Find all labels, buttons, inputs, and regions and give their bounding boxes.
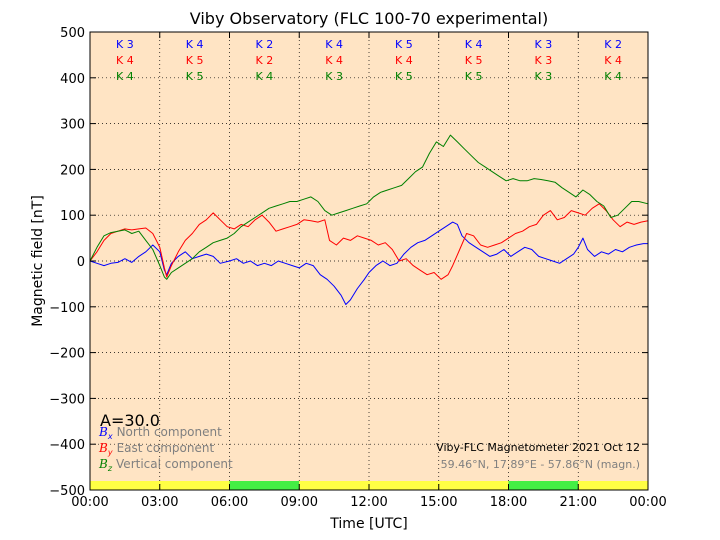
k-index-1-2: K 2 (256, 54, 274, 67)
y-tick-label-4: 100 (60, 209, 85, 224)
activity-segment-1 (229, 481, 300, 490)
k-index-1-1: K 5 (186, 54, 204, 67)
activity-segment-2 (299, 481, 509, 490)
k-index-0-0: K 3 (116, 38, 134, 51)
k-index-0-5: K 4 (465, 38, 483, 51)
k-index-1-7: K 4 (604, 54, 622, 67)
y-tick-label-6: −100 (49, 301, 85, 316)
k-index-2-3: K 3 (325, 70, 343, 83)
info-location: 59.46°N, 17.89°E - 57.86°N (magn.) (441, 458, 640, 471)
k-index-2-4: K 5 (395, 70, 413, 83)
k-index-1-4: K 4 (395, 54, 413, 67)
activity-segment-3 (508, 481, 579, 490)
x-tick-label-7: 21:00 (560, 495, 597, 510)
k-index-2-5: K 5 (465, 70, 483, 83)
y-tick-label-1: 400 (60, 72, 85, 87)
legend-item-1: By East component (98, 441, 214, 457)
chart-title: Viby Observatory (FLC 100-70 experimenta… (190, 9, 549, 28)
legend-item-2: Bz Vertical component (98, 457, 233, 473)
k-index-0-2: K 2 (256, 38, 274, 51)
k-index-0-4: K 5 (395, 38, 413, 51)
y-tick-label-9: −400 (49, 438, 85, 453)
x-axis-label: Time [UTC] (329, 516, 407, 532)
k-index-2-0: K 4 (116, 70, 134, 83)
k-index-0-6: K 3 (535, 38, 553, 51)
y-tick-label-3: 200 (60, 163, 85, 178)
y-tick-label-2: 300 (60, 118, 85, 133)
y-axis-label: Magnetic field [nT] (30, 195, 46, 327)
y-tick-label-7: −200 (49, 347, 85, 362)
series-line-bx (89, 221, 648, 305)
y-tick-label-0: 500 (60, 26, 85, 41)
k-index-2-6: K 3 (535, 70, 553, 83)
k-index-1-3: K 4 (325, 54, 343, 67)
x-tick-label-0: 00:00 (71, 495, 108, 510)
axis-ticks: 00:00 03:00 06:00 09:00 12:00 15:00 18:00 21:00… (49, 26, 666, 510)
x-tick-label-2: 06:00 (211, 495, 248, 510)
x-tick-label-5: 15:00 (420, 495, 457, 510)
x-tick-label-4: 12:00 (350, 495, 387, 510)
x-tick-label-8: 00:00 (629, 495, 666, 510)
legend-item-0: Bx North component (98, 425, 222, 441)
k-index-0-1: K 4 (186, 38, 204, 51)
k-index-1-0: K 4 (116, 54, 134, 67)
series-line-bz (89, 134, 649, 280)
grid-lines (90, 32, 648, 490)
a-index-label: A=30.0 (100, 411, 160, 430)
k-index-1-5: K 5 (465, 54, 483, 67)
k-index-2-2: K 4 (256, 70, 274, 83)
y-tick-label-8: −300 (49, 392, 85, 407)
k-index-table: K 3 K 4 K 2 K 4 K 5 K 4 K 3 K 2 K 4 K 5 K 2 K 4 K 4 K… (116, 38, 622, 83)
y-tick-label-10: −500 (49, 484, 85, 499)
x-tick-label-6: 18:00 (490, 495, 527, 510)
k-index-0-7: K 2 (604, 38, 622, 51)
activity-segment-4 (578, 481, 648, 490)
k-index-2-7: K 4 (604, 70, 622, 83)
k-index-1-6: K 3 (535, 54, 553, 67)
series-layer (89, 134, 649, 305)
y-tick-label-5: 0 (77, 255, 85, 270)
x-tick-label-1: 03:00 (141, 495, 178, 510)
k-index-0-3: K 4 (325, 38, 343, 51)
info-title: Viby-FLC Magnetometer 2021 Oct 12 (436, 441, 640, 454)
x-tick-label-3: 09:00 (281, 495, 318, 510)
series-line-by (89, 203, 649, 280)
k-index-2-1: K 5 (186, 70, 204, 83)
